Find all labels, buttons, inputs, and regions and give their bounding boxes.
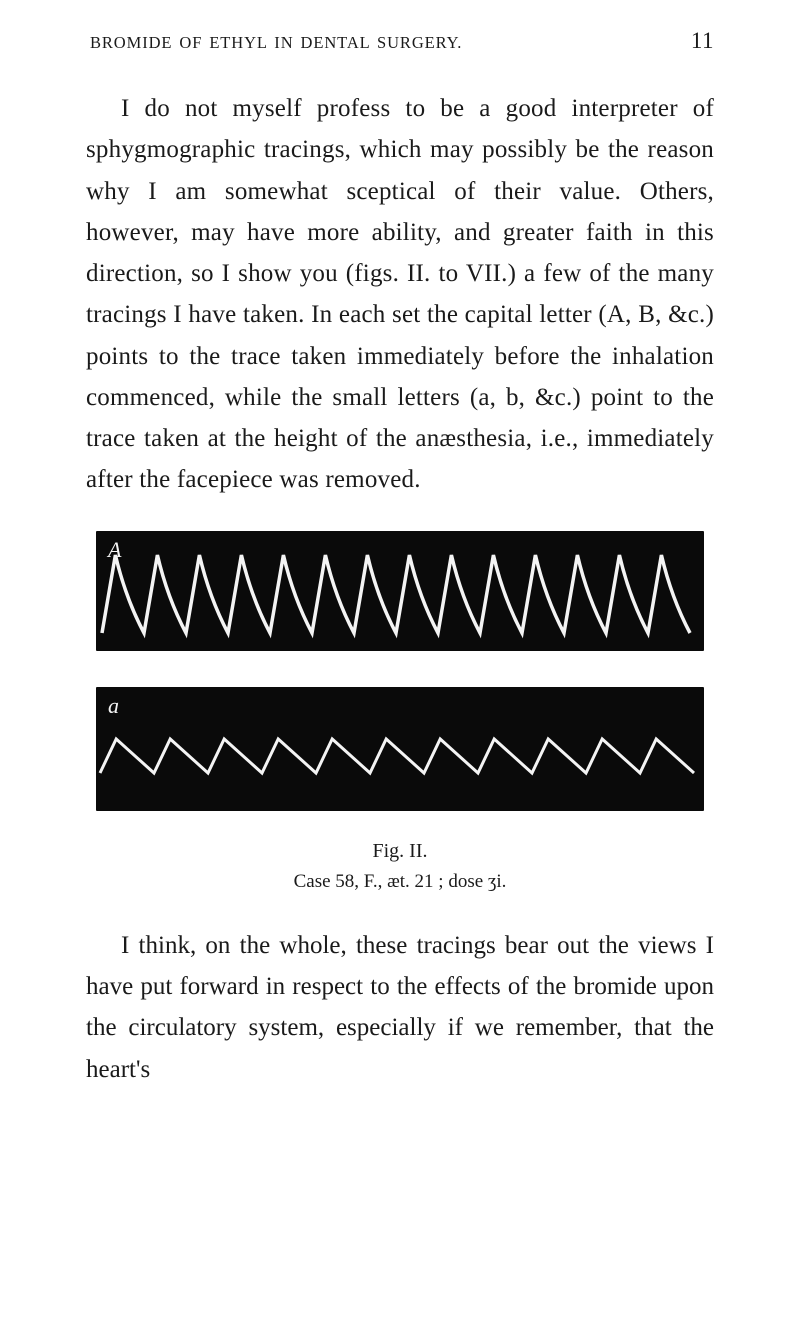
page-header: BROMIDE OF ETHYL IN DENTAL SURGERY. 11 <box>80 28 720 54</box>
waveform-top-icon <box>96 531 704 651</box>
tracing-strip-top: A <box>96 531 704 651</box>
page-number: 11 <box>691 28 714 54</box>
waveform-bottom-icon <box>96 687 704 811</box>
closing-paragraph-block: I think, on the whole, these tracings be… <box>80 925 720 1090</box>
figure-caption: Fig. II. Case 58, F., æt. 21 ; dose ʒi. <box>294 835 507 897</box>
running-title: BROMIDE OF ETHYL IN DENTAL SURGERY. <box>90 33 462 53</box>
figure-caption-line2: Case 58, F., æt. 21 ; dose ʒi. <box>294 867 507 897</box>
main-paragraph: I do not myself profess to be a good int… <box>86 88 714 501</box>
figure-caption-line1: Fig. II. <box>294 835 507 867</box>
main-paragraph-block: I do not myself profess to be a good int… <box>80 88 720 501</box>
closing-paragraph: I think, on the whole, these tracings be… <box>86 925 714 1090</box>
page: BROMIDE OF ETHYL IN DENTAL SURGERY. 11 I… <box>80 0 720 1319</box>
figure-block: A a Fig. II. Case 58, F., æt. 21 ; dose … <box>80 531 720 897</box>
tracing-strip-bottom: a <box>96 687 704 811</box>
